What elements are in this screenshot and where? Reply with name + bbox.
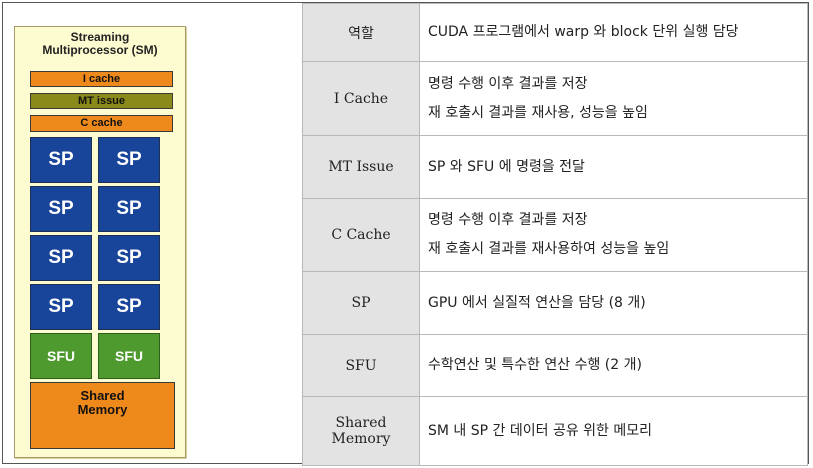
row-description-line: CUDA 프로그램에서 warp 와 block 단위 실행 담당: [428, 24, 739, 40]
sp-unit: SP: [98, 284, 160, 330]
row-description: SP 와 SFU 에 명령을 전달: [419, 135, 808, 199]
sp-unit: SP: [30, 137, 92, 183]
row-description-line: 수학연산 및 특수한 연산 수행 (2 개): [428, 357, 642, 373]
row-header: Shared Memory: [302, 396, 420, 466]
row-description-line: 재 호출시 결과를 재사용, 성능을 높임: [428, 104, 648, 121]
row-header-line: C Cache: [331, 227, 391, 243]
shared-memory-line2: Memory: [77, 402, 128, 417]
sm-title-line1: Streaming: [70, 30, 130, 44]
sp-unit: SP: [30, 235, 92, 281]
row-header-line: MT Issue: [328, 159, 394, 175]
sp-unit: SP: [30, 186, 92, 232]
role-table: 역할 CUDA 프로그램에서 warp 와 block 단위 실행 담당 I C…: [302, 3, 808, 466]
sfu-unit: SFU: [30, 333, 92, 379]
sp-unit: SP: [30, 284, 92, 330]
row-description: 명령 수행 이후 결과를 저장 재 호출시 결과를 재사용, 성능을 높임: [419, 61, 808, 136]
row-description-line: 명령 수행 이후 결과를 저장: [428, 212, 588, 228]
icache-block: I cache: [30, 71, 173, 87]
row-description: 명령 수행 이후 결과를 저장 재 호출시 결과를 재사용하여 성능을 높임: [419, 198, 808, 272]
table-row: Shared Memory SM 내 SP 간 데이터 공유 위한 메모리: [302, 396, 808, 466]
table-row: SP GPU 에서 실질적 연산을 담당 (8 개): [302, 271, 808, 335]
table-row: 역할 CUDA 프로그램에서 warp 와 block 단위 실행 담당: [302, 3, 808, 62]
row-description-line: SP 와 SFU 에 명령을 전달: [428, 158, 585, 175]
row-header: MT Issue: [302, 135, 420, 199]
sp-unit: SP: [98, 235, 160, 281]
row-header-line: 역할: [348, 25, 374, 42]
shared-memory-block: Shared Memory: [30, 382, 175, 449]
mt-issue-block: MT issue: [30, 93, 173, 109]
sfu-unit: SFU: [98, 333, 160, 379]
table-row: MT Issue SP 와 SFU 에 명령을 전달: [302, 135, 808, 199]
table-row: I Cache 명령 수행 이후 결과를 저장 재 호출시 결과를 재사용, 성…: [302, 61, 808, 136]
row-header-line: Shared: [335, 415, 387, 431]
row-header-line: Memory: [331, 431, 391, 447]
sm-title: Streaming Multiprocessor (SM): [15, 31, 185, 57]
sp-unit: SP: [98, 186, 160, 232]
ccache-block: C cache: [30, 115, 173, 132]
row-description: CUDA 프로그램에서 warp 와 block 단위 실행 담당: [419, 3, 808, 62]
table-row: C Cache 명령 수행 이후 결과를 저장 재 호출시 결과를 재사용하여 …: [302, 198, 808, 272]
row-header-line: SFU: [345, 357, 377, 374]
row-header-line: SP: [351, 295, 371, 311]
table-row: SFU 수학연산 및 특수한 연산 수행 (2 개): [302, 334, 808, 397]
row-header-line: I Cache: [333, 90, 389, 107]
row-description: 수학연산 및 특수한 연산 수행 (2 개): [419, 334, 808, 397]
row-header: 역할: [302, 3, 420, 62]
row-description-line: SM 내 SP 간 데이터 공유 위한 메모리: [428, 422, 653, 439]
row-header: SP: [302, 271, 420, 335]
row-header: C Cache: [302, 198, 420, 272]
row-description-line: GPU 에서 실질적 연산을 담당 (8 개): [428, 294, 646, 311]
sm-diagram: Streaming Multiprocessor (SM) I cache MT…: [14, 26, 186, 458]
row-description: SM 내 SP 간 데이터 공유 위한 메모리: [419, 396, 808, 466]
sm-title-line2: Multiprocessor (SM): [42, 43, 158, 57]
row-header: I Cache: [302, 61, 420, 136]
shared-memory-line1: Shared: [80, 388, 125, 403]
row-header: SFU: [302, 334, 420, 397]
sp-unit: SP: [98, 137, 160, 183]
row-description-line: 재 호출시 결과를 재사용하여 성능을 높임: [428, 241, 670, 257]
row-description: GPU 에서 실질적 연산을 담당 (8 개): [419, 271, 808, 335]
row-description-line: 명령 수행 이후 결과를 저장: [428, 75, 588, 92]
